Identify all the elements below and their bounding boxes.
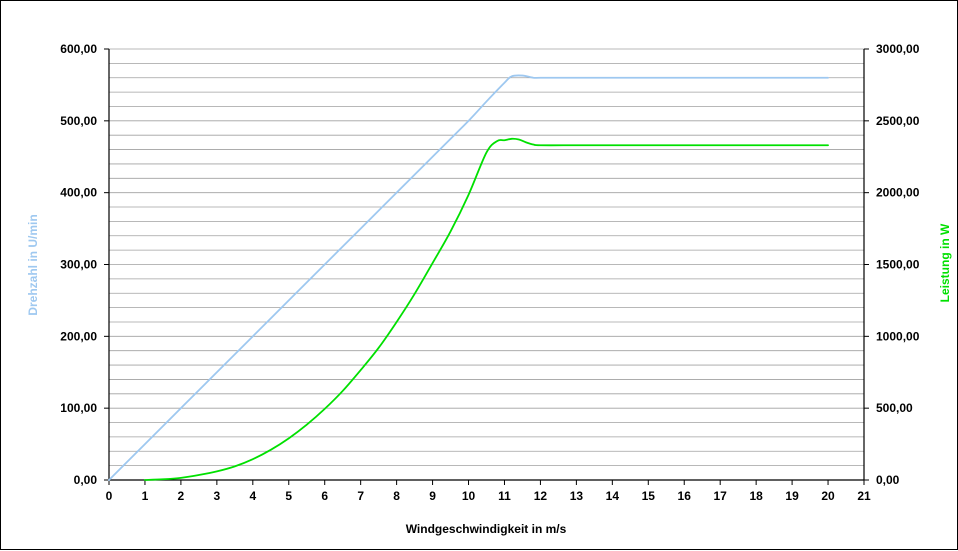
x-tick-label: 21 — [857, 489, 871, 503]
y-left-tick-label: 500,00 — [60, 114, 97, 128]
x-tick-label: 9 — [429, 489, 436, 503]
x-tick-label: 14 — [606, 489, 620, 503]
series-line-drehzahl — [108, 74, 829, 481]
y-right-tick-label: 500,00 — [876, 401, 913, 415]
x-tick-label: 8 — [393, 489, 400, 503]
x-tick-label: 1 — [142, 489, 149, 503]
x-tick-label: 6 — [321, 489, 328, 503]
series-layer — [108, 74, 829, 481]
x-axis-title: Windgeschwindigkeit in m/s — [406, 522, 567, 536]
grid-layer — [109, 48, 864, 467]
tick-layer: 0 1 2 3 4 5 6 7 8 9 10 11 12 13 14 15 16 17 18 19 20 210,0010… — [60, 42, 919, 503]
y-axis-right-title: Leistung in W — [938, 223, 952, 302]
y-left-tick-label: 600,00 — [60, 42, 97, 56]
x-tick-label: 11 — [498, 489, 511, 503]
y-axis-left-title: Drehzahl in U/min — [26, 214, 40, 315]
x-tick-label: 15 — [642, 489, 656, 503]
y-left-tick-label: 100,00 — [60, 401, 97, 415]
x-tick-label: 0 — [106, 489, 113, 503]
y-left-tick-label: 200,00 — [60, 329, 97, 343]
x-tick-label: 17 — [714, 489, 728, 503]
y-right-tick-label: 2500,00 — [876, 114, 920, 128]
x-tick-label: 12 — [534, 489, 548, 503]
x-tick-label: 13 — [570, 489, 584, 503]
series-line-leistung — [144, 137, 829, 481]
y-left-tick-label: 0,00 — [74, 473, 98, 487]
x-tick-label: 3 — [214, 489, 221, 503]
y-right-tick-label: 2000,00 — [876, 186, 920, 200]
y-right-tick-label: 1000,00 — [876, 329, 920, 343]
x-tick-label: 4 — [249, 489, 256, 503]
x-tick-label: 10 — [462, 489, 476, 503]
y-right-tick-label: 1500,00 — [876, 258, 920, 272]
y-left-tick-label: 300,00 — [60, 258, 97, 272]
x-tick-label: 5 — [285, 489, 292, 503]
x-tick-label: 7 — [357, 489, 364, 503]
x-tick-label: 16 — [678, 489, 692, 503]
x-tick-label: 2 — [178, 489, 185, 503]
y-right-tick-label: 3000,00 — [876, 42, 920, 56]
y-left-tick-label: 400,00 — [60, 186, 97, 200]
x-tick-label: 19 — [785, 489, 799, 503]
x-tick-label: 18 — [749, 489, 763, 503]
y-right-tick-label: 0,00 — [876, 473, 900, 487]
x-tick-label: 20 — [821, 489, 835, 503]
